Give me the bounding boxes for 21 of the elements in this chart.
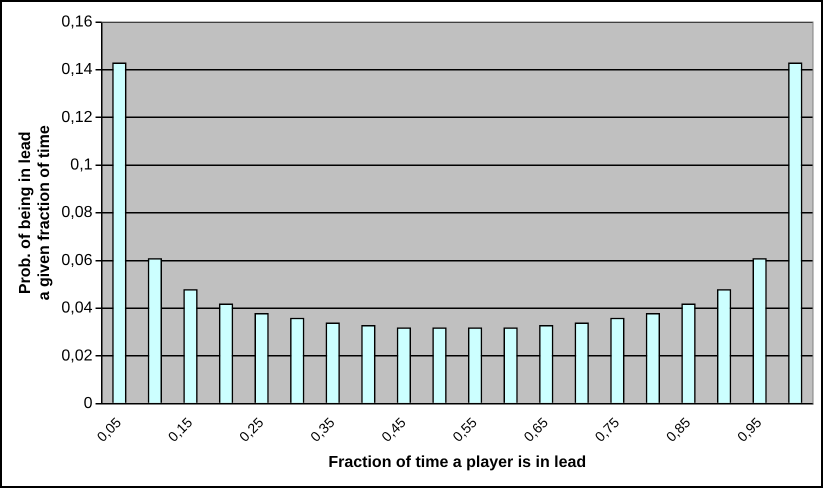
y-axis-title: Prob. of being in lead a given fraction of time — [17, 125, 54, 300]
x-tick-label: 0,55 — [449, 414, 480, 445]
x-tick-label: 0,85 — [662, 414, 694, 445]
y-tick-label: 0,1 — [70, 156, 93, 174]
y-tick-label: 0,16 — [61, 13, 93, 30]
x-tick-label: 0,35 — [307, 414, 338, 445]
x-axis-title: Fraction of time a player is in lead — [328, 454, 586, 471]
y-tick-label: 0,12 — [61, 108, 93, 126]
x-tick-label: 0,15 — [164, 414, 196, 445]
y-tick-label: 0,14 — [61, 61, 93, 78]
x-tick-label: 0,05 — [94, 414, 124, 445]
y-tick-label: 0 — [84, 395, 93, 412]
x-tick-label: 0,75 — [592, 414, 622, 445]
x-tick-label: 0,95 — [734, 414, 765, 445]
x-tick-label: 0,45 — [378, 414, 409, 445]
x-tick-label: 0,65 — [520, 414, 552, 445]
y-tick-label: 0,08 — [61, 204, 93, 222]
x-tick-label: 0,25 — [236, 414, 267, 445]
y-tick-label: 0,06 — [61, 252, 93, 269]
y-tick-label: 0,04 — [61, 300, 93, 317]
y-tick-label: 0,02 — [61, 347, 93, 364]
